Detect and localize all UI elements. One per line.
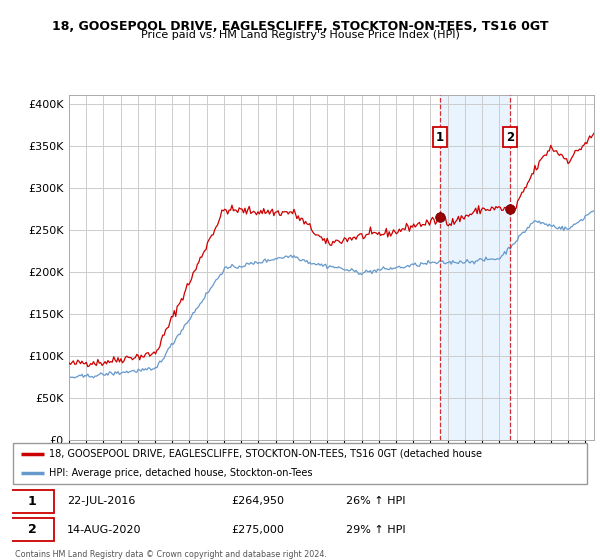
FancyBboxPatch shape	[13, 444, 587, 483]
Text: HPI: Average price, detached house, Stockton-on-Tees: HPI: Average price, detached house, Stoc…	[49, 468, 313, 478]
Text: 22-JUL-2016: 22-JUL-2016	[67, 496, 135, 506]
Text: Price paid vs. HM Land Registry's House Price Index (HPI): Price paid vs. HM Land Registry's House …	[140, 30, 460, 40]
Text: 1: 1	[28, 495, 37, 508]
Text: 26% ↑ HPI: 26% ↑ HPI	[346, 496, 406, 506]
Text: £264,950: £264,950	[231, 496, 284, 506]
Text: 18, GOOSEPOOL DRIVE, EAGLESCLIFFE, STOCKTON-ON-TEES, TS16 0GT (detached house: 18, GOOSEPOOL DRIVE, EAGLESCLIFFE, STOCK…	[49, 449, 482, 459]
FancyBboxPatch shape	[11, 489, 54, 513]
Text: 2: 2	[28, 523, 37, 536]
FancyBboxPatch shape	[11, 518, 54, 542]
Text: 2: 2	[506, 130, 514, 144]
Text: 1: 1	[436, 130, 444, 144]
Text: 29% ↑ HPI: 29% ↑ HPI	[346, 525, 406, 535]
Bar	[440, 95, 510, 440]
Text: 14-AUG-2020: 14-AUG-2020	[67, 525, 141, 535]
Text: Contains HM Land Registry data © Crown copyright and database right 2024.
This d: Contains HM Land Registry data © Crown c…	[15, 550, 327, 560]
Text: 18, GOOSEPOOL DRIVE, EAGLESCLIFFE, STOCKTON-ON-TEES, TS16 0GT: 18, GOOSEPOOL DRIVE, EAGLESCLIFFE, STOCK…	[52, 20, 548, 32]
Text: £275,000: £275,000	[231, 525, 284, 535]
